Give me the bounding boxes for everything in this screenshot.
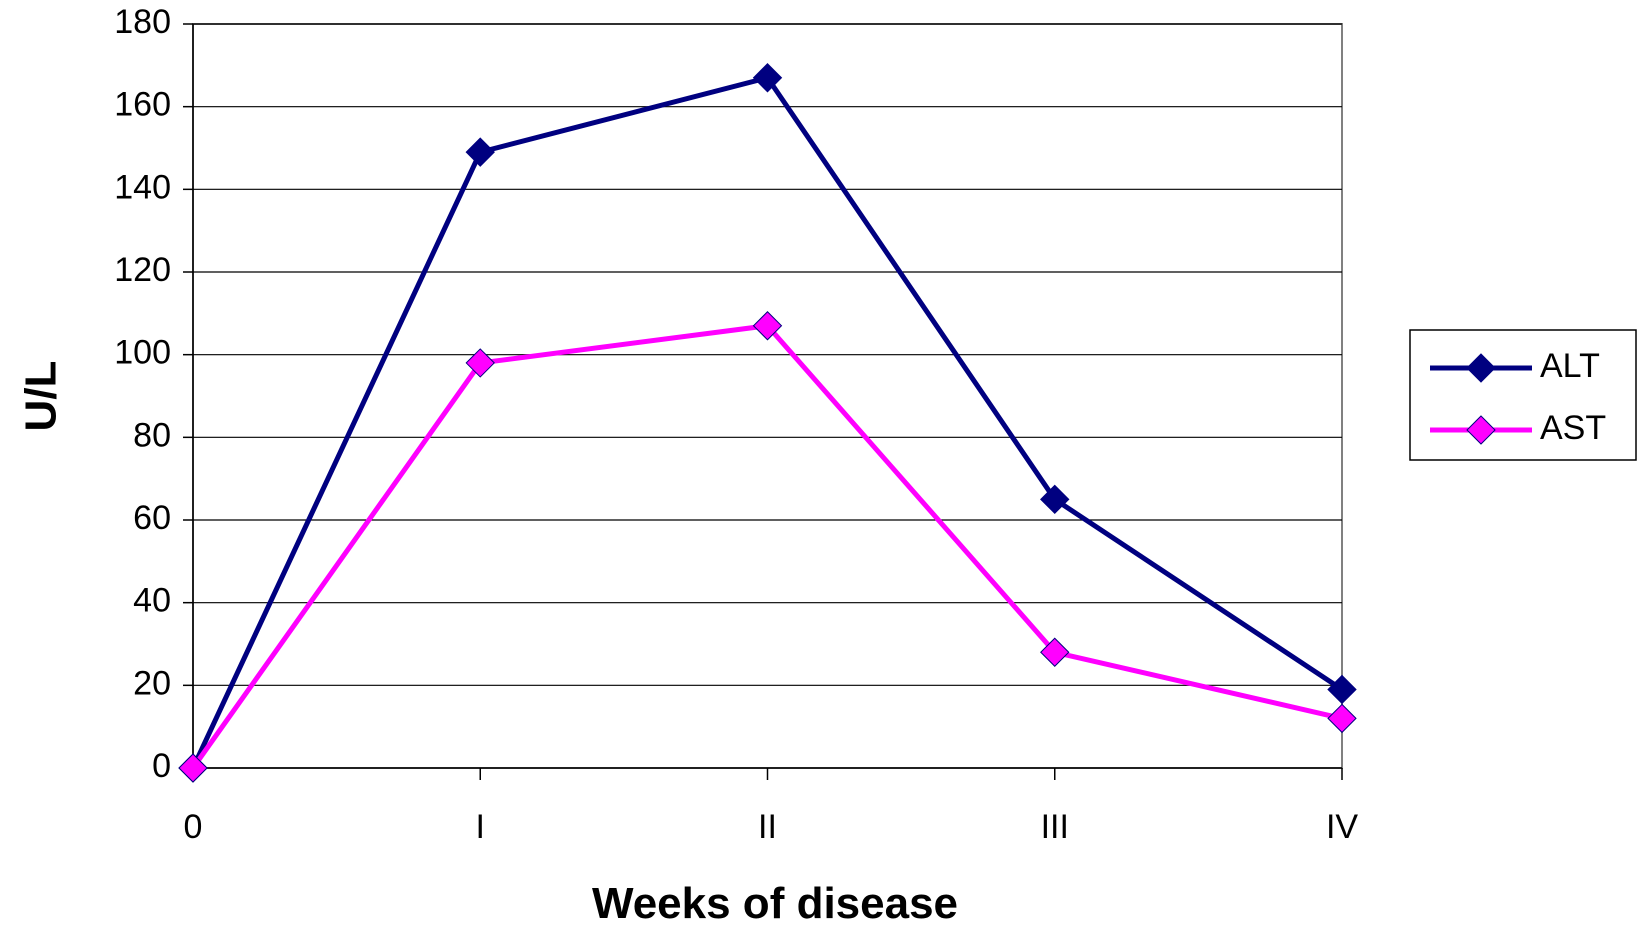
data-point [1327, 703, 1357, 734]
data-point [752, 63, 783, 93]
y-tick-label: 180 [114, 3, 171, 41]
legend-label: ALT [1540, 347, 1600, 385]
data-point [465, 137, 495, 167]
y-axis-ticks: 0 20 40 60 80 100 120 140 160 180 [114, 3, 193, 785]
data-point [465, 348, 495, 378]
y-tick-label: 140 [114, 168, 171, 206]
y-tick-label: 40 [133, 582, 171, 620]
y-axis-title: U/L [17, 361, 66, 432]
data-point [752, 311, 783, 341]
data-point [178, 753, 208, 783]
data-point [1327, 674, 1357, 705]
gridlines [193, 23, 1342, 686]
legend-box [1409, 329, 1637, 461]
x-axis-ticks: 0 I II III IV [184, 768, 1358, 846]
legend-label: AST [1540, 409, 1606, 447]
legend-entry: ALT [1430, 347, 1600, 385]
data-point [1040, 637, 1070, 667]
y-tick-label: 100 [114, 334, 171, 372]
legend-marker [1466, 415, 1496, 445]
y-tick-label: 0 [152, 747, 171, 785]
y-tick-label: 20 [133, 664, 171, 702]
x-tick-label: IV [1326, 808, 1358, 846]
y-tick-label: 120 [114, 251, 171, 289]
x-axis-title: Weeks of disease [592, 879, 958, 928]
x-tick-label: 0 [184, 808, 203, 846]
legend: ALT AST [1409, 329, 1637, 461]
legend-entry: AST [1430, 409, 1606, 447]
legend-marker [1466, 353, 1496, 383]
series-layer [178, 63, 1357, 783]
plot-area [192, 23, 1343, 769]
y-tick-label: 160 [114, 86, 171, 124]
x-tick-label: III [1041, 808, 1069, 846]
series-ast [178, 311, 1357, 783]
data-point [1040, 484, 1070, 515]
y-tick-label: 60 [133, 499, 171, 537]
x-tick-label: II [758, 808, 777, 846]
x-tick-label: I [476, 808, 485, 846]
y-tick-label: 80 [133, 416, 171, 454]
